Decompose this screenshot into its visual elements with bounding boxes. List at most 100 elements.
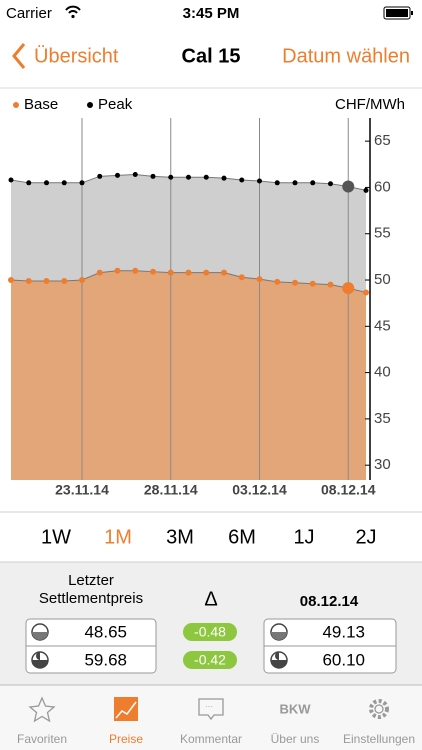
data-point	[257, 178, 262, 184]
range-button[interactable]: 1W	[41, 526, 71, 548]
tab-label[interactable]: Einstellungen	[343, 732, 415, 746]
peak-icon	[270, 651, 288, 669]
data-point	[114, 267, 121, 274]
range-button[interactable]: 3M	[166, 526, 194, 548]
clock: 3:45 PM	[183, 5, 240, 22]
tab-label[interactable]: Über uns	[271, 732, 320, 746]
x-tick-label: 08.12.14	[321, 482, 376, 498]
chart: Base Peak CHF/MWh 23.11.14 28.11.14 03.12.14 0…	[8, 96, 405, 498]
comment-icon[interactable]	[198, 698, 224, 721]
bkw-logo[interactable]: BKW	[279, 701, 311, 716]
nav-bar: Übersicht Cal 15 Datum wählen	[0, 43, 422, 89]
data-point	[150, 268, 156, 275]
data-point	[221, 175, 227, 181]
peak-icon	[31, 651, 49, 669]
data-point	[25, 277, 32, 284]
range-button[interactable]: 6M	[228, 526, 256, 548]
y-tick-label: 65	[374, 132, 391, 149]
range-button[interactable]: 1J	[293, 526, 314, 548]
range-button[interactable]: 2J	[355, 526, 376, 548]
status-bar: Carrier 3:45 PM	[6, 5, 413, 22]
delta-base: -0.48	[194, 624, 226, 640]
prices-icon[interactable]	[114, 697, 138, 721]
selected-base: 49.13	[322, 622, 365, 641]
data-point	[132, 267, 139, 274]
comment-icon-dots: ···	[205, 702, 213, 711]
settings-icon-hub	[374, 704, 384, 714]
legend-label: Peak	[98, 96, 133, 113]
data-point	[274, 180, 280, 186]
back-chevron[interactable]	[12, 43, 26, 69]
wifi-icon	[65, 5, 81, 14]
prices-icon-line	[115, 701, 137, 719]
data-point	[44, 180, 49, 186]
base-icon	[270, 623, 288, 641]
data-point	[8, 277, 14, 284]
date-picker-button[interactable]: Datum wählen	[282, 45, 410, 67]
data-point	[61, 180, 67, 186]
range-button[interactable]: 1M	[104, 526, 132, 548]
data-point	[342, 282, 355, 295]
tab-label[interactable]: Kommentar	[180, 732, 242, 746]
data-point	[363, 289, 369, 296]
data-point	[8, 177, 14, 183]
battery-level	[386, 9, 408, 17]
data-point	[203, 269, 210, 276]
x-tick-label: 28.11.14	[144, 482, 198, 498]
data-point	[61, 277, 68, 284]
data-point	[239, 177, 245, 183]
last-base: 48.65	[84, 622, 127, 641]
data-point	[186, 174, 191, 180]
data-point	[79, 277, 85, 284]
y-tick-label: 35	[374, 410, 391, 427]
wifi-dot	[71, 14, 75, 19]
carrier: Carrier	[6, 5, 52, 22]
data-point	[150, 173, 156, 179]
data-point	[167, 269, 174, 276]
y-tick-label: 55	[374, 225, 391, 242]
data-point	[221, 269, 227, 276]
data-point	[115, 172, 120, 178]
data-point	[292, 279, 298, 286]
base-icon	[31, 623, 49, 641]
area	[11, 270, 366, 480]
data-point	[203, 174, 209, 180]
data-point	[256, 276, 263, 283]
x-tick-label: 03.12.14	[232, 482, 287, 498]
unit-label: CHF/MWh	[335, 96, 405, 113]
last-peak: 59.68	[84, 650, 127, 669]
y-tick-label: 50	[374, 271, 391, 288]
tab-labels: Favoriten Preise Kommentar Über uns Einstell…	[17, 732, 415, 746]
data-point	[185, 269, 192, 276]
delta-peak: -0.42	[194, 652, 226, 668]
legend-marker	[87, 102, 93, 108]
data-point	[310, 180, 316, 186]
data-point	[43, 277, 50, 284]
favorites-icon[interactable]	[28, 696, 56, 723]
data-point	[292, 180, 298, 186]
data-point	[168, 174, 174, 180]
back-button[interactable]: Übersicht	[34, 45, 119, 67]
data-point	[97, 173, 103, 179]
data-point	[342, 180, 355, 193]
settings-icon[interactable]	[369, 699, 389, 719]
nav-title: Cal 15	[182, 45, 241, 67]
y-tick-label: 30	[374, 456, 391, 473]
tab-label[interactable]: Preise	[109, 732, 143, 746]
summary-panel: Letzter Settlementpreis Δ 08.12.14 48.65…	[0, 561, 422, 685]
battery	[383, 6, 411, 20]
delta-pill	[183, 623, 237, 641]
data-point	[328, 181, 333, 187]
tab-label[interactable]: Favoriten	[17, 732, 67, 746]
tab-background	[0, 685, 422, 750]
y-tick-label: 45	[374, 317, 391, 334]
data-point	[132, 171, 138, 177]
data-point	[309, 280, 316, 287]
x-tick-label: 23.11.14	[55, 482, 109, 498]
data-point	[96, 269, 103, 276]
selected-peak: 60.10	[322, 650, 365, 669]
legend-label: Base	[24, 96, 58, 113]
data-point	[238, 274, 245, 281]
data-point	[363, 187, 369, 193]
